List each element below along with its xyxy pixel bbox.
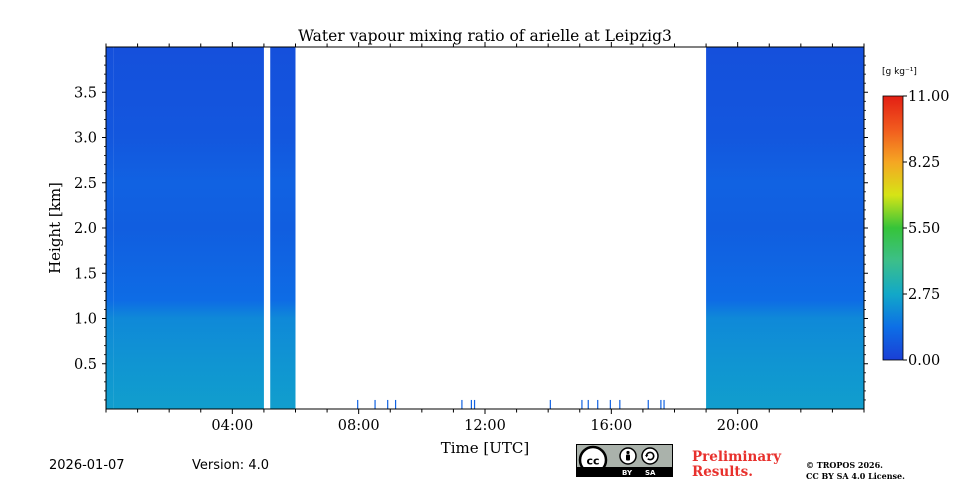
x-tick-label-2: 08:00: [338, 418, 380, 434]
colorbar-unit-label: [g kg⁻¹]: [882, 67, 917, 77]
plot-data-area: [106, 47, 864, 409]
data-spike-7: [473, 399, 476, 409]
x-tick-label-1: 04:00: [211, 418, 253, 434]
y-tick-label-7: 3.5: [74, 85, 97, 101]
data-spike-8: [549, 399, 551, 409]
data-spike-6: [470, 399, 472, 409]
chart-title: Water vapour mixing ratio of arielle at …: [298, 27, 672, 45]
preliminary-results: Preliminary Results.: [692, 450, 781, 480]
colorbar-tick-label-3: 5.50: [908, 221, 940, 237]
data-spike-9: [581, 399, 583, 409]
y-tick-label-6: 3.0: [74, 131, 97, 147]
data-spike-11: [597, 399, 599, 409]
preliminary-line-2: Results.: [692, 464, 753, 480]
x-tick-label-5: 20:00: [717, 418, 759, 434]
badge-by-label: BY: [622, 469, 633, 477]
copyright-line-2: CC BY SA 4.0 License.: [806, 471, 905, 481]
y-axis: 0.5 1.0 1.5 2.0 2.5 3.0 3.5: [74, 55, 868, 401]
x-axis: 04:00 08:00 12:00 16:00 20:00: [105, 42, 865, 434]
version-label: Version: 4.0: [192, 458, 269, 473]
copyright-line-1: © TROPOS 2026.: [806, 460, 883, 470]
colorbar: 0.00 2.75 5.50 8.25 11.00: [882, 89, 950, 369]
data-spike-16: [663, 399, 665, 409]
cc-license-badge: cc BY SA: [576, 444, 673, 477]
badge-sa-label: SA: [645, 469, 656, 477]
colorbar-tick-label-4: 8.25: [908, 155, 940, 171]
data-block-1: [106, 47, 114, 409]
data-block-4: [706, 47, 864, 409]
colorbar-tick-label-2: 2.75: [908, 287, 940, 303]
y-tick-label-2: 1.0: [74, 312, 97, 328]
x-tick-label-4: 16:00: [590, 418, 632, 434]
data-spike-4: [394, 399, 397, 409]
y-tick-label-4: 2.0: [74, 221, 97, 237]
data-spike-13: [619, 399, 621, 409]
data-spike-14: [647, 399, 649, 409]
data-spike-2: [374, 399, 376, 409]
data-spike-1: [357, 399, 359, 409]
data-spike-5: [461, 399, 463, 409]
data-block-2: [113, 47, 264, 409]
preliminary-line-1: Preliminary: [692, 449, 782, 465]
data-spike-12: [609, 399, 611, 409]
data-spike-10: [587, 399, 589, 409]
share-alike-icon: [641, 447, 659, 465]
copyright-notice: © TROPOS 2026. CC BY SA 4.0 License.: [806, 460, 905, 482]
data-block-3: [270, 47, 296, 409]
data-spike-15: [660, 399, 662, 409]
colorbar-tick-label-1: 0.00: [908, 353, 940, 369]
data-spike-3: [387, 399, 389, 409]
colorbar-tick-label-5: 11.00: [908, 89, 950, 105]
date-label: 2026-01-07: [49, 458, 125, 473]
svg-text:cc: cc: [586, 455, 599, 468]
colorbar-bar: [882, 95, 904, 361]
y-axis-label: Height [km]: [46, 182, 64, 274]
y-tick-label-5: 2.5: [74, 176, 97, 192]
y-tick-label-1: 0.5: [74, 357, 97, 373]
y-tick-label-3: 1.5: [74, 266, 97, 282]
x-tick-label-3: 12:00: [464, 418, 506, 434]
x-axis-label: Time [UTC]: [441, 439, 530, 457]
